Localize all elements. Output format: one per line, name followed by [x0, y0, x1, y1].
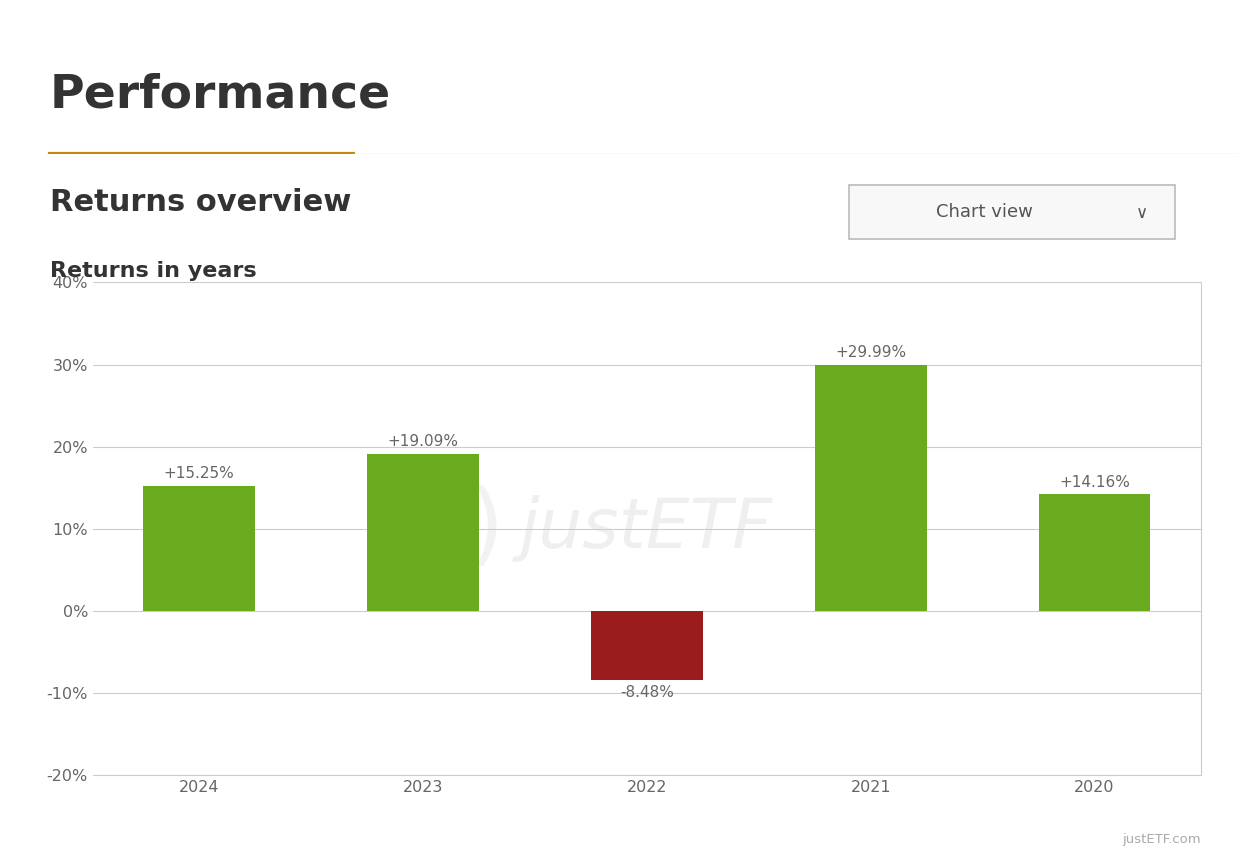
Text: Returns in years: Returns in years	[50, 261, 256, 281]
Text: ): )	[469, 484, 504, 573]
Bar	[815, 365, 927, 610]
Text: -8.48%: -8.48%	[620, 685, 673, 700]
Bar	[144, 485, 255, 610]
Bar	[366, 454, 479, 610]
Text: ∨: ∨	[1135, 204, 1148, 223]
Text: +29.99%: +29.99%	[836, 345, 906, 360]
Text: Returns overview: Returns overview	[50, 188, 350, 217]
Text: justETF.com: justETF.com	[1122, 833, 1201, 846]
Text: +14.16%: +14.16%	[1058, 474, 1130, 490]
Bar	[1039, 495, 1150, 610]
Text: +15.25%: +15.25%	[163, 466, 234, 480]
Bar	[591, 610, 703, 681]
Text: Performance: Performance	[50, 73, 391, 118]
Text: justETF: justETF	[520, 495, 774, 562]
Text: +19.09%: +19.09%	[387, 434, 458, 449]
FancyBboxPatch shape	[849, 185, 1176, 239]
Text: Chart view: Chart view	[936, 203, 1034, 221]
